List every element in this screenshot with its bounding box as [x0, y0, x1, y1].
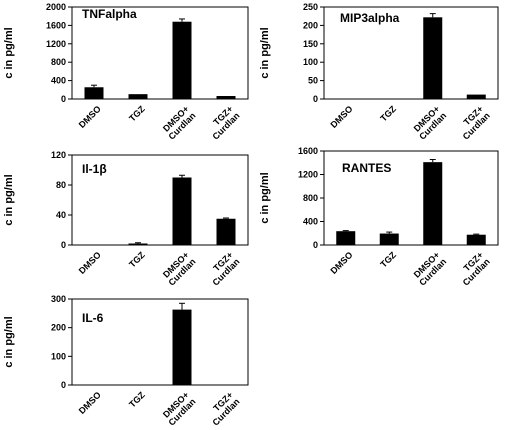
x-category-label: TGZ [127, 249, 147, 269]
chart-panel: 0 40 80 120 c in pg/ml Il-1β DMSO TGZ DMSO+Curdl… [3, 150, 249, 288]
x-category-label: TGZ+Curdlan [454, 104, 492, 142]
panel-title: Il-1β [82, 162, 107, 176]
y-axis-label: c in pg/ml [3, 316, 15, 367]
bar [216, 218, 236, 245]
bar [336, 231, 356, 245]
chart-panel: 0 100 200 300 c in pg/ml IL-6 DMSO TGZ DMSO+Curd… [3, 294, 249, 428]
bar [84, 87, 104, 99]
bar [379, 233, 399, 245]
panel-title: IL-6 [82, 311, 104, 325]
x-category-label-line: DMSO [77, 104, 103, 130]
y-tick-label: 1600 [46, 20, 66, 30]
bar [216, 96, 236, 99]
x-category-label: TGZ [127, 103, 147, 123]
bar [423, 162, 443, 245]
x-category-label: DMSO+Curdlan [410, 250, 448, 288]
y-tick-label: 800 [51, 57, 66, 67]
y-tick-label: 150 [303, 39, 318, 49]
x-category-label: TGZ [378, 249, 398, 269]
x-category-label: DMSO+Curdlan [410, 104, 448, 142]
y-tick-label: 0 [61, 94, 66, 104]
bar [128, 94, 148, 99]
y-tick-label: 800 [303, 193, 318, 203]
y-tick-label: 1200 [46, 39, 66, 49]
x-category-label: DMSO+Curdlan [160, 104, 198, 142]
y-tick-label: 300 [51, 294, 66, 304]
x-category-label: DMSO [328, 104, 354, 130]
x-category-label: DMSO+Curdlan [160, 250, 198, 288]
bar [172, 21, 192, 99]
bar [466, 234, 486, 245]
y-axis-label: c in pg/ml [3, 27, 15, 78]
y-tick-label: 250 [303, 2, 318, 12]
chart-panel: 0 50 100 150 200 250 c in pg/ml MIP3alpha DMSO TG… [259, 2, 499, 142]
x-category-label: DMSO [77, 104, 103, 130]
panel-title: RANTES [342, 161, 391, 175]
plot-frame [71, 154, 249, 246]
x-category-label: TGZ+Curdlan [204, 104, 242, 142]
y-tick-label: 200 [51, 323, 66, 333]
x-category-label-line: DMSO [77, 390, 103, 416]
chart-panel: 0 400 800 1200 1600 c in pg/ml RANTES DMSO TGZ DM… [259, 146, 499, 288]
panel-title: TNFalpha [82, 7, 137, 21]
x-category-label-line: TGZ [127, 249, 147, 269]
y-tick-label: 80 [56, 180, 66, 190]
x-category-label: TGZ+Curdlan [454, 250, 492, 288]
x-category-label-line: TGZ [127, 103, 147, 123]
y-tick-label: 50 [308, 76, 318, 86]
x-category-label-line: DMSO [328, 250, 354, 276]
panel-title: MIP3alpha [340, 11, 400, 25]
y-axis-label: c in pg/ml [259, 172, 271, 223]
x-category-label-line: DMSO [328, 104, 354, 130]
x-category-label-line: DMSO [77, 250, 103, 276]
bar [128, 243, 148, 245]
y-tick-label: 100 [303, 57, 318, 67]
bar [423, 17, 443, 99]
y-tick-label: 120 [51, 150, 66, 160]
y-tick-label: 1200 [298, 170, 318, 180]
x-category-label: TGZ+Curdlan [204, 390, 242, 428]
y-tick-label: 2000 [46, 2, 66, 12]
plot-frame [323, 6, 499, 100]
x-category-label: TGZ+Curdlan [204, 250, 242, 288]
x-category-label: DMSO [77, 390, 103, 416]
y-tick-label: 0 [61, 380, 66, 390]
y-axis-label: c in pg/ml [3, 174, 15, 225]
y-tick-label: 0 [61, 240, 66, 250]
y-tick-label: 200 [303, 20, 318, 30]
x-category-label-line: TGZ [378, 103, 398, 123]
y-tick-label: 400 [303, 217, 318, 227]
x-category-label-line: TGZ [378, 249, 398, 269]
bar [172, 309, 192, 385]
plot-frame [71, 6, 249, 100]
y-tick-label: 1600 [298, 146, 318, 156]
x-category-label: DMSO [77, 250, 103, 276]
chart-panel: 0 400 800 1200 1600 2000 c in pg/ml TNFalpha DMS… [3, 2, 249, 142]
y-tick-label: 0 [313, 94, 318, 104]
x-category-label: DMSO [328, 250, 354, 276]
bar [172, 177, 192, 245]
x-category-label-line: TGZ [127, 389, 147, 409]
y-tick-label: 40 [56, 210, 66, 220]
plot-frame [71, 298, 249, 386]
x-category-label: TGZ [378, 103, 398, 123]
y-axis-label: c in pg/ml [259, 27, 271, 78]
y-tick-label: 400 [51, 76, 66, 86]
x-category-label: TGZ [127, 389, 147, 409]
y-tick-label: 0 [313, 240, 318, 250]
bar [466, 94, 486, 99]
x-category-label: DMSO+Curdlan [160, 390, 198, 428]
y-tick-label: 100 [51, 351, 66, 361]
